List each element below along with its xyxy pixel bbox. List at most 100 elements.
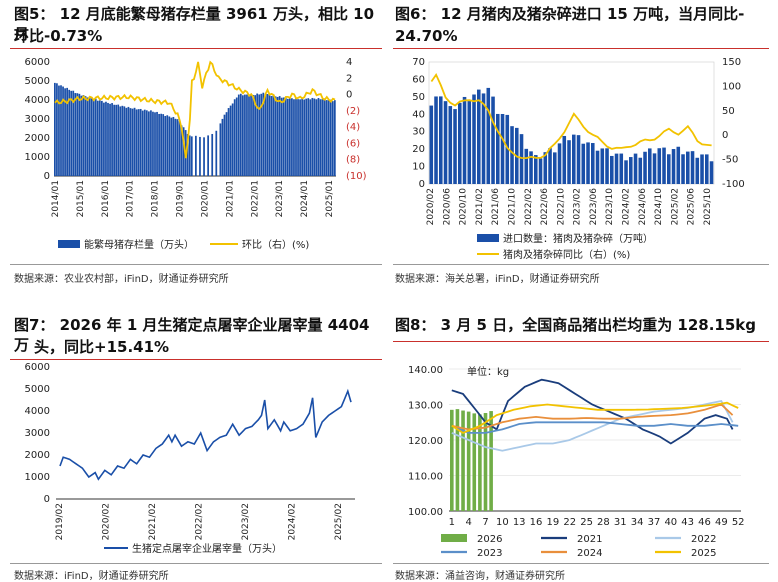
y-left-tick-label: 2000 bbox=[25, 133, 50, 144]
plot-frame bbox=[428, 61, 715, 185]
y-left-tick-label: 6000 bbox=[25, 57, 50, 68]
bar bbox=[123, 106, 126, 176]
source-divider bbox=[10, 264, 382, 265]
x-tick-label: 2025/02 bbox=[334, 503, 344, 540]
bar bbox=[182, 127, 185, 176]
bar bbox=[248, 95, 250, 176]
bar bbox=[70, 90, 73, 176]
bar bbox=[90, 98, 93, 176]
bar bbox=[231, 103, 234, 176]
yoy-line bbox=[430, 72, 712, 160]
bar bbox=[58, 85, 60, 176]
y-tick-label: 4000 bbox=[25, 406, 50, 417]
bar bbox=[586, 142, 590, 184]
x-tick-label: 2022/02 bbox=[195, 503, 205, 540]
bar bbox=[595, 150, 600, 184]
bar bbox=[135, 109, 138, 176]
bar bbox=[633, 153, 638, 184]
bar bbox=[472, 94, 476, 184]
y-right-tick-label: 4 bbox=[346, 57, 352, 68]
panel-title-continued: 环比-0.73% bbox=[14, 27, 103, 45]
bar bbox=[496, 113, 500, 184]
bar bbox=[700, 154, 704, 184]
series-line-2023 bbox=[451, 421, 739, 434]
bar bbox=[291, 98, 293, 176]
bar bbox=[505, 114, 510, 184]
bar bbox=[72, 90, 75, 176]
bar bbox=[96, 100, 99, 176]
bar bbox=[266, 93, 269, 176]
bar-2026 bbox=[483, 413, 488, 511]
bar bbox=[168, 116, 171, 176]
bar bbox=[174, 118, 177, 176]
bar bbox=[121, 105, 124, 176]
bar bbox=[557, 143, 562, 184]
bar bbox=[86, 97, 89, 176]
y-tick-label: 140.00 bbox=[408, 365, 443, 376]
bar bbox=[66, 87, 68, 176]
bar bbox=[141, 110, 144, 176]
bar bbox=[329, 99, 332, 176]
bar bbox=[211, 133, 214, 176]
panel-title-continued: 24.70% bbox=[395, 27, 458, 45]
bar bbox=[500, 113, 505, 184]
bar bbox=[295, 98, 297, 176]
x-tick-label: 2023/06 bbox=[589, 188, 599, 226]
y-left-tick-label: 20 bbox=[412, 144, 425, 155]
bar bbox=[190, 136, 193, 176]
bar bbox=[250, 94, 252, 176]
x-tick-label: 2021/02 bbox=[148, 503, 158, 540]
legend-label: 2021 bbox=[577, 534, 602, 545]
bar bbox=[60, 85, 62, 176]
panel-title: 图8： 3 月 5 日，全国商品猪出栏均重为 128.15kg bbox=[395, 316, 757, 334]
bar bbox=[624, 160, 628, 184]
bar bbox=[101, 100, 103, 176]
bar bbox=[462, 96, 467, 184]
y-left-tick-label: 30 bbox=[412, 127, 425, 138]
series-line-2021 bbox=[451, 378, 734, 445]
bar bbox=[207, 135, 209, 176]
bar bbox=[223, 114, 226, 176]
x-tick-label: 13 bbox=[513, 517, 526, 528]
bar bbox=[671, 149, 676, 184]
bar bbox=[62, 86, 64, 176]
bar bbox=[162, 114, 165, 176]
bar bbox=[317, 98, 320, 176]
y-left-tick-label: 0 bbox=[44, 171, 50, 182]
bar bbox=[246, 94, 248, 176]
bar bbox=[82, 95, 85, 176]
bar bbox=[286, 98, 289, 176]
bar bbox=[84, 96, 87, 176]
unit-label: 单位：kg bbox=[467, 365, 509, 378]
x-tick-label: 2024/06 bbox=[638, 188, 648, 226]
x-tick-label: 2015/01 bbox=[76, 180, 86, 217]
bar bbox=[64, 88, 66, 176]
bar bbox=[600, 148, 605, 184]
x-tick-label: 2019/01 bbox=[176, 180, 186, 217]
x-tick-label: 37 bbox=[648, 517, 661, 528]
y-tick-label: 5000 bbox=[25, 384, 50, 395]
y-left-tick-label: 50 bbox=[412, 92, 425, 103]
bar bbox=[233, 99, 236, 176]
bar bbox=[567, 140, 571, 184]
x-tick-label: 4 bbox=[465, 517, 471, 528]
bar bbox=[186, 133, 189, 176]
bar bbox=[256, 93, 259, 176]
bar bbox=[303, 99, 306, 176]
bar bbox=[92, 98, 95, 176]
x-tick-label: 2014/01 bbox=[51, 180, 61, 217]
x-tick-label: 40 bbox=[664, 517, 677, 528]
y-left-tick-label: 70 bbox=[412, 57, 425, 68]
y-right-tick-label: 0 bbox=[346, 90, 352, 101]
bar bbox=[272, 95, 275, 176]
source-note: 数据来源：涌益咨询，财通证券研究所 bbox=[395, 571, 565, 582]
x-tick-label: 2022/02 bbox=[524, 188, 534, 225]
legend-label: 能繁母猪存栏量（万头） bbox=[84, 238, 194, 251]
source-note: 数据来源：iFinD，财通证券研究所 bbox=[14, 571, 169, 582]
bar-2026 bbox=[461, 410, 465, 511]
panel-slaughter-volume: 图7： 2026 年 1 月生猪定点屠宰企业屠宰量 4404 万 头，同比+15… bbox=[0, 291, 389, 582]
x-tick-label: 25 bbox=[580, 517, 593, 528]
bar bbox=[529, 151, 533, 184]
bar bbox=[242, 95, 244, 176]
bar bbox=[467, 99, 472, 184]
